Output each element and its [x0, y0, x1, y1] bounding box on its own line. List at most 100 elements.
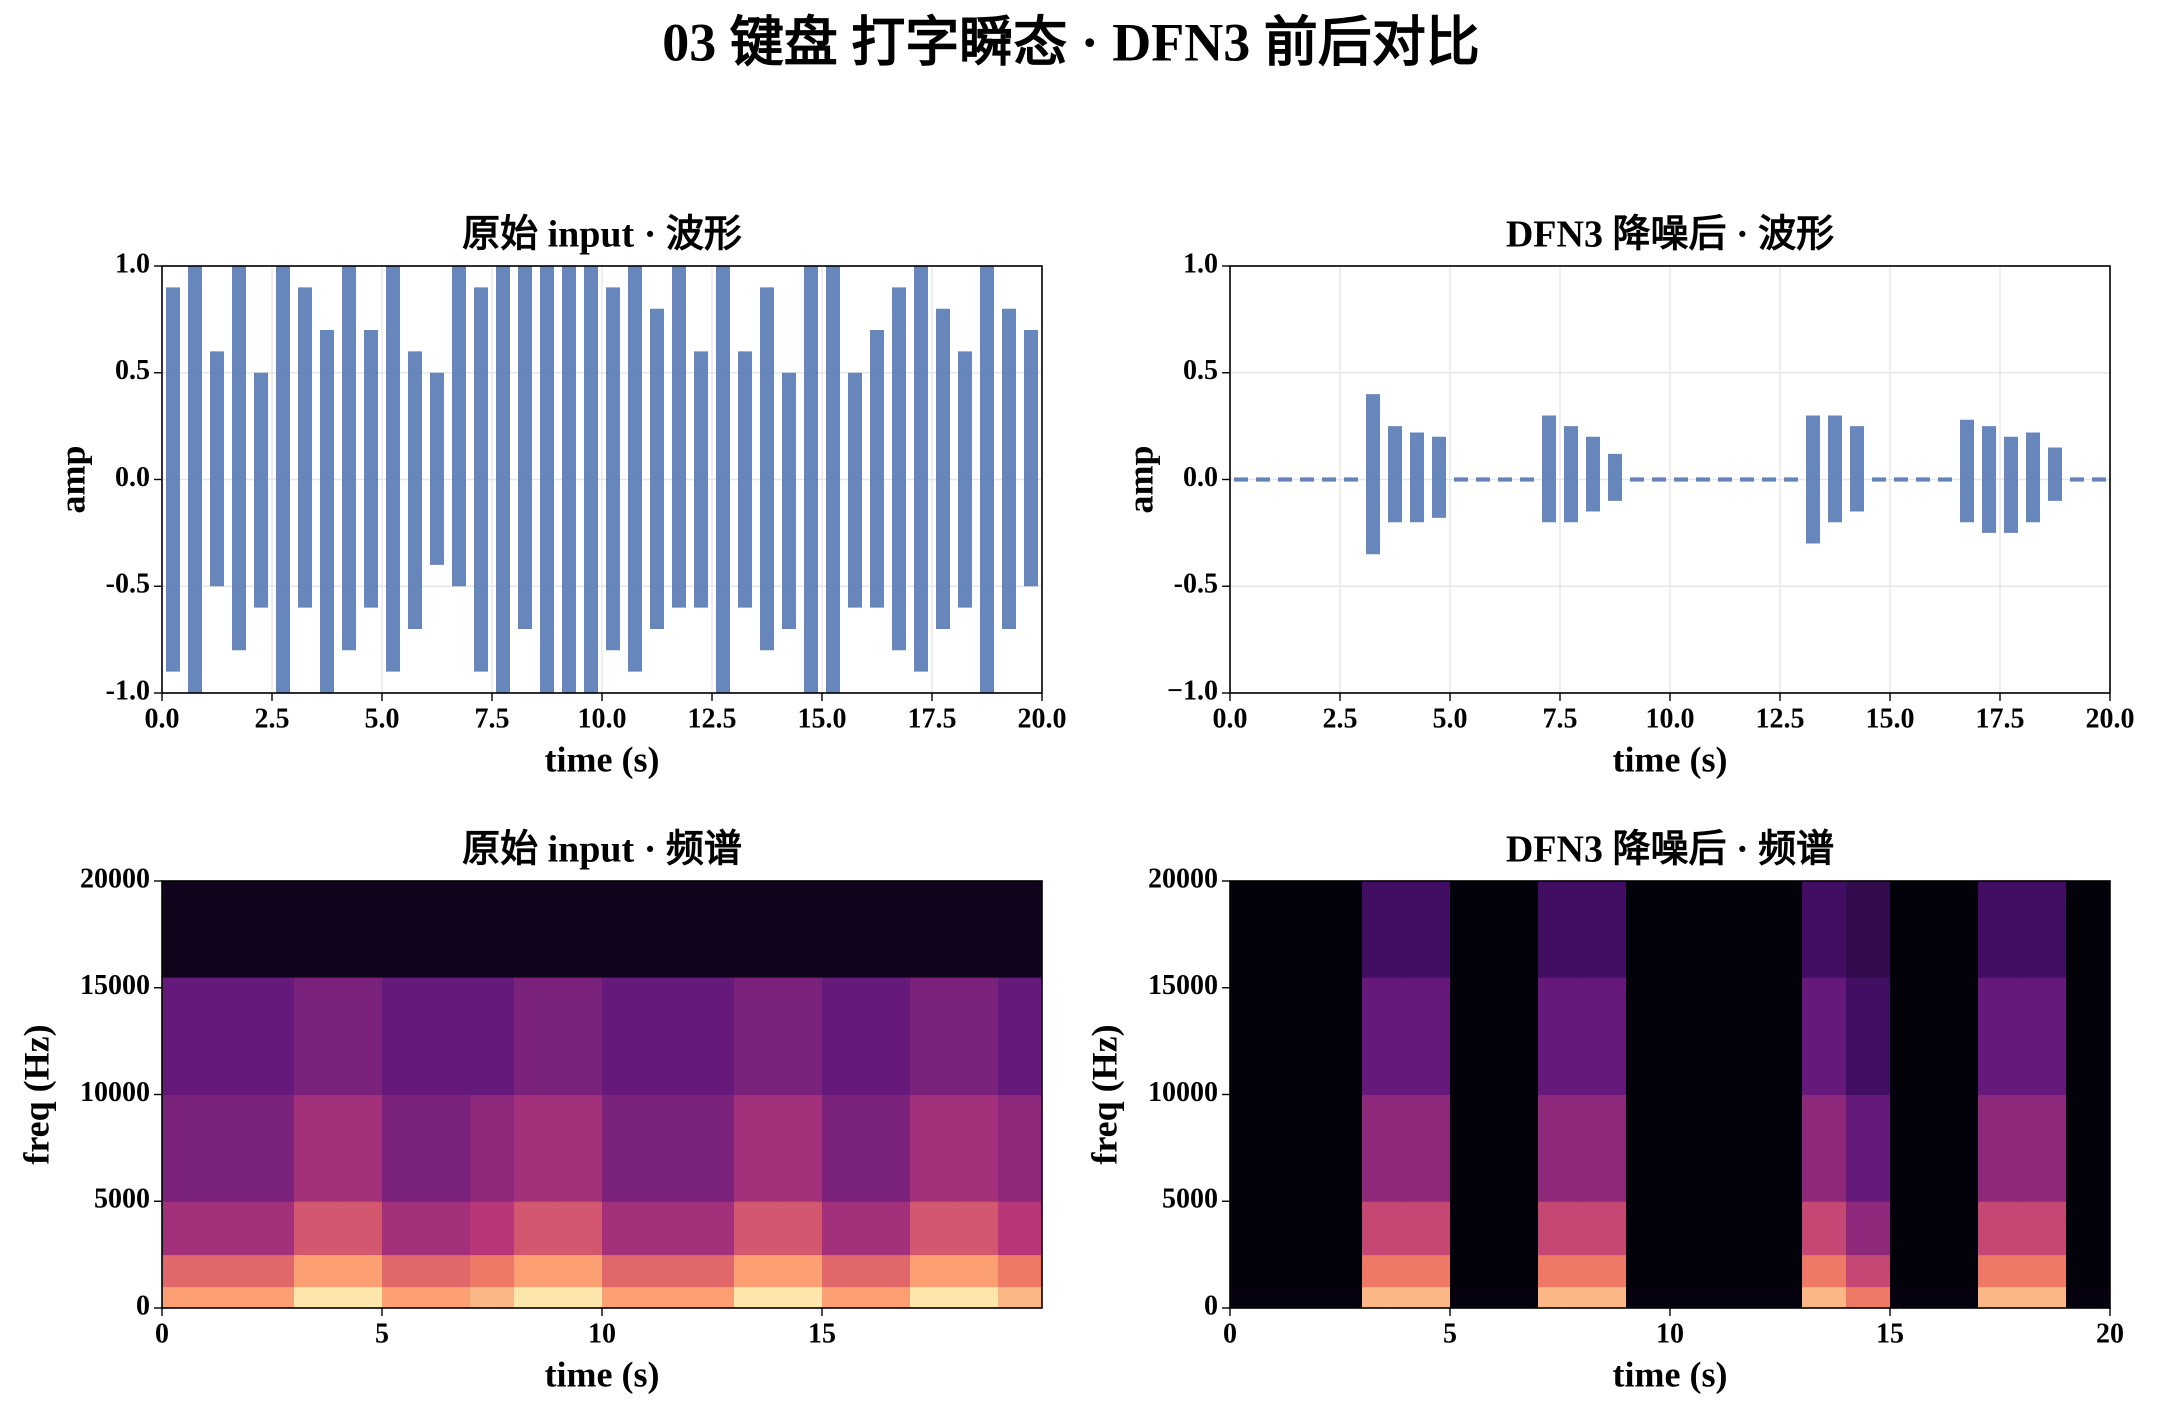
spectrogram-cell [690, 1094, 735, 1202]
subplot-title: 原始 input · 波形 [462, 214, 742, 256]
spectrogram-cell [250, 1094, 295, 1202]
spectrogram-cell [2066, 1254, 2111, 1288]
spectrogram-cell [294, 881, 339, 978]
x-tick-label: 7.5 [1543, 703, 1578, 734]
spectrogram-cell [1758, 881, 1803, 978]
spectrogram-cell [734, 977, 779, 1095]
spectrogram-cell [514, 881, 559, 978]
spectrogram-cell [1890, 1094, 1935, 1202]
x-tick-label: 10.0 [578, 703, 627, 734]
spectrogram-cell [294, 1286, 339, 1309]
spectrogram-cell [822, 1254, 867, 1288]
spectrogram-cell [470, 1254, 515, 1288]
spectrogram-cell [1318, 1286, 1363, 1309]
spectrogram-cell [646, 881, 691, 978]
spectrogram-cell [206, 977, 251, 1095]
spectrogram-cell [1978, 881, 2023, 978]
spectrogram-cell [206, 1286, 251, 1309]
spectrogram-cell [1582, 1286, 1627, 1309]
spectrogram-cell [910, 1094, 955, 1202]
spectrogram-cell [1450, 1201, 1495, 1256]
spectrogram-cell [470, 1094, 515, 1202]
x-tick-label: 15 [808, 1318, 836, 1349]
spectrogram-cell [206, 1201, 251, 1256]
spectrogram-cell [1538, 1094, 1583, 1202]
spectrogram-cell [1406, 881, 1451, 978]
spectrogram-cell [426, 1286, 471, 1309]
spectrogram-cell [690, 881, 735, 978]
x-tick-label: 15.0 [798, 703, 847, 734]
x-tick-label: 5 [375, 1318, 389, 1349]
spectrogram-cell [778, 881, 823, 978]
y-tick-label: 20000 [80, 863, 150, 894]
spectrogram-cell [382, 977, 427, 1095]
spectrogram-cell [954, 1094, 999, 1202]
x-tick-label: 12.5 [1756, 703, 1805, 734]
spectrogram-cell [602, 1094, 647, 1202]
spectrogram-cell [338, 977, 383, 1095]
spectrogram-cell [602, 1201, 647, 1256]
spectrogram-cell [206, 1094, 251, 1202]
spectrogram-cell [1274, 1254, 1319, 1288]
spectrogram-cell [822, 1094, 867, 1202]
y-tick-label: 1.0 [115, 248, 150, 279]
spectrogram-cell [1538, 1201, 1583, 1256]
spectrogram-cell [1846, 977, 1891, 1095]
y-axis-label: freq (Hz) [1084, 1024, 1124, 1164]
x-axis-label: time (s) [545, 1354, 660, 1394]
spectrogram-cell [822, 881, 867, 978]
spectrogram-cell [1934, 977, 1979, 1095]
spectrogram-cell [2066, 881, 2111, 978]
spectrogram-cell [998, 1254, 1043, 1288]
x-tick-label: 15.0 [1866, 703, 1915, 734]
x-tick-label: 5.0 [1433, 703, 1468, 734]
spectrogram-cell [1978, 977, 2023, 1095]
x-tick-label: 5 [1443, 1318, 1457, 1349]
spectrogram-cell [1406, 1094, 1451, 1202]
spectrogram-cell [1934, 881, 1979, 978]
y-axis-label: amp [52, 445, 92, 513]
spectrogram-cell [778, 1286, 823, 1309]
spectrogram-cell [822, 1201, 867, 1256]
spectrogram-cell [1494, 1201, 1539, 1256]
spectrogram-cell [1318, 881, 1363, 978]
spectrogram-cell [514, 1201, 559, 1256]
spectrogram-cell [514, 1094, 559, 1202]
spectrogram-cell [954, 1254, 999, 1288]
spectrogram-cell [866, 881, 911, 978]
spectrogram-cell [294, 1201, 339, 1256]
spectrogram-cell [998, 1201, 1043, 1256]
spectrogram-cell [1582, 1094, 1627, 1202]
spectrogram-cell [2066, 1094, 2111, 1202]
spectrogram-cell [1538, 977, 1583, 1095]
x-tick-label: 10 [1656, 1318, 1684, 1349]
spectrogram-cell [1450, 881, 1495, 978]
spectrogram-cell [162, 1286, 207, 1309]
spectrogram-cell [1230, 1286, 1275, 1309]
spectrogram-cell [1846, 881, 1891, 978]
x-tick-label: 10 [588, 1318, 616, 1349]
x-axis-label: time (s) [1613, 739, 1728, 779]
spectrogram-cell [954, 1201, 999, 1256]
spectrogram-cell [294, 1094, 339, 1202]
spectrogram-cell [1406, 1254, 1451, 1288]
y-tick-label: 0 [1204, 1290, 1218, 1321]
spectrogram-cell [646, 1254, 691, 1288]
spectrogram-cell [1494, 881, 1539, 978]
spectrogram-cell [382, 1254, 427, 1288]
spectrogram-cell [250, 881, 295, 978]
spectrogram-cell [1934, 1286, 1979, 1309]
spectrogram-cell [910, 1201, 955, 1256]
spectrogram-cell [1714, 977, 1759, 1095]
spectrogram-cell [1406, 1286, 1451, 1309]
x-tick-label: 0 [155, 1318, 169, 1349]
spectrogram-cell [866, 977, 911, 1095]
spectrogram-cell [1318, 1094, 1363, 1202]
x-tick-label: 2.5 [255, 703, 290, 734]
spectrogram-cell [866, 1201, 911, 1256]
y-tick-label: 5000 [1162, 1184, 1218, 1215]
spectrogram-cell [1802, 1094, 1847, 1202]
spectrogram-cell [646, 1201, 691, 1256]
spectrogram-cell [778, 977, 823, 1095]
spectrogram-cell [1758, 1254, 1803, 1288]
